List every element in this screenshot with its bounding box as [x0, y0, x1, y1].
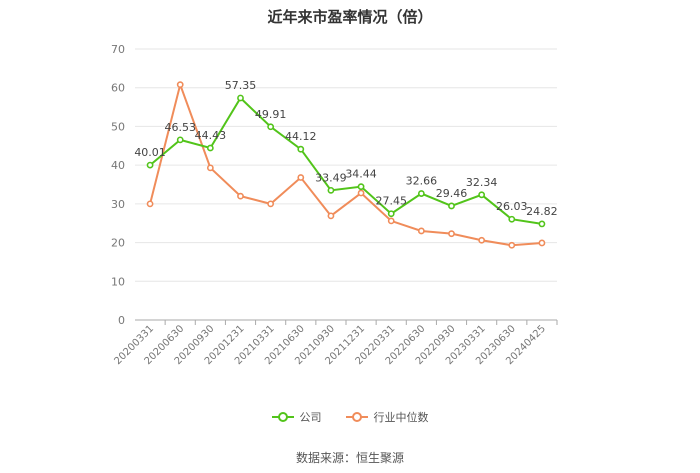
data-label-0-1: 46.53	[164, 121, 196, 134]
series-0-point-11	[478, 191, 486, 199]
series-1-point-10	[448, 230, 455, 238]
series-1-point-3	[237, 192, 244, 200]
y-tick-label-4: 40	[111, 159, 125, 172]
data-label-0-13: 24.82	[526, 205, 558, 218]
data-label-0-4: 49.91	[255, 108, 287, 121]
series-0-point-3	[237, 94, 244, 102]
legend-item-company[interactable]: 公司	[271, 409, 322, 425]
series-1-point-13	[538, 239, 546, 247]
series-0-point-0	[146, 161, 154, 169]
series-0-point-5	[297, 145, 305, 153]
series-1-point-12	[508, 241, 516, 249]
data-label-0-5: 44.12	[285, 130, 317, 143]
series-0-point-9	[417, 190, 425, 197]
series-1-point-4	[267, 200, 275, 208]
data-source: 数据来源：恒生聚源	[295, 451, 404, 465]
series-line-0	[149, 96, 543, 225]
series-0-point-8	[387, 210, 395, 218]
data-label-0-0: 40.01	[134, 146, 166, 159]
series-1-point-11	[478, 236, 486, 244]
y-tick-label-5: 50	[111, 120, 125, 133]
legend-swatch-industry-median	[345, 412, 368, 422]
series-1-point-1	[176, 81, 184, 89]
series-1-point-9	[417, 227, 425, 235]
series-0-point-1	[176, 136, 184, 144]
data-label-0-12: 26.03	[496, 200, 528, 213]
legend-label-company: 公司	[299, 411, 322, 424]
y-tick-label-6: 60	[111, 82, 125, 95]
legend-label-industry-median: 行业中位数	[373, 411, 429, 424]
y-tick-label-1: 10	[111, 275, 125, 288]
chart-plot: 0102030405060702020033120200630202009302…	[111, 43, 558, 367]
series-1-point-0	[146, 200, 154, 208]
y-tick-label-3: 30	[111, 198, 125, 211]
series-0-point-12	[508, 215, 516, 223]
data-label-0-6: 33.49	[315, 171, 347, 184]
legend-item-industry-median[interactable]: 行业中位数	[345, 409, 429, 425]
y-tick-label-0: 0	[118, 314, 125, 327]
y-tick-label-2: 20	[111, 237, 125, 250]
series-0-point-2	[206, 144, 214, 152]
series-0-point-6	[327, 186, 335, 194]
data-label-0-2: 44.43	[195, 129, 227, 142]
series-1-point-6	[327, 212, 335, 220]
legend: 公司 行业中位数	[0, 409, 700, 425]
chart-title: 近年来市盈率情况（倍）	[267, 8, 433, 26]
data-label-0-10: 29.46	[436, 187, 468, 200]
series-0-point-4	[267, 123, 275, 131]
series-line-1	[149, 81, 543, 247]
series-0-point-7	[357, 183, 365, 191]
series-1-point-5	[297, 174, 305, 181]
data-label-0-7: 34.44	[345, 168, 377, 181]
series-1-point-8	[387, 217, 395, 225]
series-0-point-13	[538, 220, 546, 228]
data-label-0-11: 32.34	[466, 176, 498, 189]
series-1-point-7	[357, 189, 365, 197]
data-label-0-9: 32.66	[406, 175, 438, 188]
legend-swatch-company	[271, 412, 294, 422]
series-0-point-10	[448, 202, 455, 210]
data-label-0-8: 27.45	[375, 195, 407, 208]
y-tick-label-7: 70	[111, 43, 125, 56]
data-label-0-3: 57.35	[225, 79, 257, 92]
series-1-point-2	[206, 164, 214, 172]
